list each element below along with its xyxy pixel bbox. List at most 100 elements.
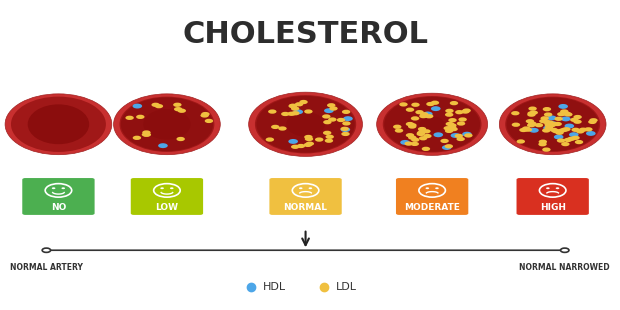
Circle shape xyxy=(405,122,414,126)
Text: HDL: HDL xyxy=(264,282,286,292)
Circle shape xyxy=(295,102,303,106)
Circle shape xyxy=(340,127,350,132)
Circle shape xyxy=(288,104,297,108)
Circle shape xyxy=(528,106,537,111)
Circle shape xyxy=(586,131,596,136)
Circle shape xyxy=(519,128,528,132)
Circle shape xyxy=(322,114,330,119)
Circle shape xyxy=(433,132,443,137)
Circle shape xyxy=(133,104,142,108)
Circle shape xyxy=(458,117,467,122)
Circle shape xyxy=(297,144,305,148)
Circle shape xyxy=(142,130,151,135)
Circle shape xyxy=(205,119,213,123)
Circle shape xyxy=(399,102,408,107)
Circle shape xyxy=(200,113,209,117)
Circle shape xyxy=(291,111,299,115)
Circle shape xyxy=(328,117,337,122)
Text: NO: NO xyxy=(51,203,66,212)
Circle shape xyxy=(445,144,453,148)
Circle shape xyxy=(329,106,338,111)
Circle shape xyxy=(419,136,427,140)
Circle shape xyxy=(524,127,532,132)
Circle shape xyxy=(542,148,551,152)
Circle shape xyxy=(265,137,274,142)
Circle shape xyxy=(343,116,353,121)
Circle shape xyxy=(527,123,536,127)
Circle shape xyxy=(461,109,469,114)
Circle shape xyxy=(455,110,464,114)
Circle shape xyxy=(544,126,553,130)
Circle shape xyxy=(559,104,568,109)
Circle shape xyxy=(304,135,312,139)
Circle shape xyxy=(562,127,570,131)
Circle shape xyxy=(545,123,553,127)
Circle shape xyxy=(564,124,574,128)
Circle shape xyxy=(133,136,141,140)
Circle shape xyxy=(446,122,454,126)
Circle shape xyxy=(542,128,551,133)
Text: NORMAL ARTERY: NORMAL ARTERY xyxy=(10,263,83,272)
Circle shape xyxy=(423,134,432,138)
Circle shape xyxy=(556,187,559,189)
Circle shape xyxy=(327,103,335,108)
Circle shape xyxy=(552,129,560,133)
Circle shape xyxy=(561,117,570,122)
Circle shape xyxy=(456,137,465,141)
Circle shape xyxy=(125,116,134,120)
Circle shape xyxy=(305,137,313,141)
Ellipse shape xyxy=(420,116,445,132)
Ellipse shape xyxy=(286,112,325,136)
Circle shape xyxy=(323,131,332,135)
Circle shape xyxy=(547,123,556,127)
Ellipse shape xyxy=(255,95,356,153)
Circle shape xyxy=(529,128,539,133)
Circle shape xyxy=(423,112,433,117)
Circle shape xyxy=(528,111,536,116)
Circle shape xyxy=(522,126,531,131)
Circle shape xyxy=(574,115,582,119)
Circle shape xyxy=(293,109,303,114)
Circle shape xyxy=(177,108,186,113)
Circle shape xyxy=(557,129,565,133)
Circle shape xyxy=(268,109,277,114)
Circle shape xyxy=(291,106,299,111)
Circle shape xyxy=(411,138,420,142)
Circle shape xyxy=(445,129,453,133)
Circle shape xyxy=(564,138,572,142)
Circle shape xyxy=(426,102,435,106)
Circle shape xyxy=(408,135,417,140)
Circle shape xyxy=(546,121,554,126)
Circle shape xyxy=(415,110,423,114)
Circle shape xyxy=(202,112,210,116)
Circle shape xyxy=(420,113,430,118)
Ellipse shape xyxy=(377,93,487,155)
Circle shape xyxy=(584,127,593,131)
Circle shape xyxy=(52,187,55,189)
Circle shape xyxy=(442,145,451,150)
Circle shape xyxy=(539,119,547,123)
Circle shape xyxy=(422,147,430,151)
Circle shape xyxy=(326,135,334,139)
Circle shape xyxy=(589,118,598,122)
Circle shape xyxy=(418,127,427,131)
Circle shape xyxy=(450,101,458,105)
Circle shape xyxy=(151,103,160,107)
Circle shape xyxy=(271,125,280,129)
Circle shape xyxy=(550,122,559,126)
Circle shape xyxy=(306,142,314,146)
Circle shape xyxy=(544,122,553,126)
Circle shape xyxy=(547,115,557,120)
Circle shape xyxy=(173,103,182,107)
Circle shape xyxy=(289,104,297,108)
Circle shape xyxy=(574,120,582,124)
FancyBboxPatch shape xyxy=(270,178,342,215)
Circle shape xyxy=(177,137,185,141)
Circle shape xyxy=(425,187,429,189)
Circle shape xyxy=(410,142,419,146)
Circle shape xyxy=(411,116,419,121)
Circle shape xyxy=(278,126,286,131)
Circle shape xyxy=(323,120,332,124)
Circle shape xyxy=(315,137,324,142)
Circle shape xyxy=(543,126,553,131)
